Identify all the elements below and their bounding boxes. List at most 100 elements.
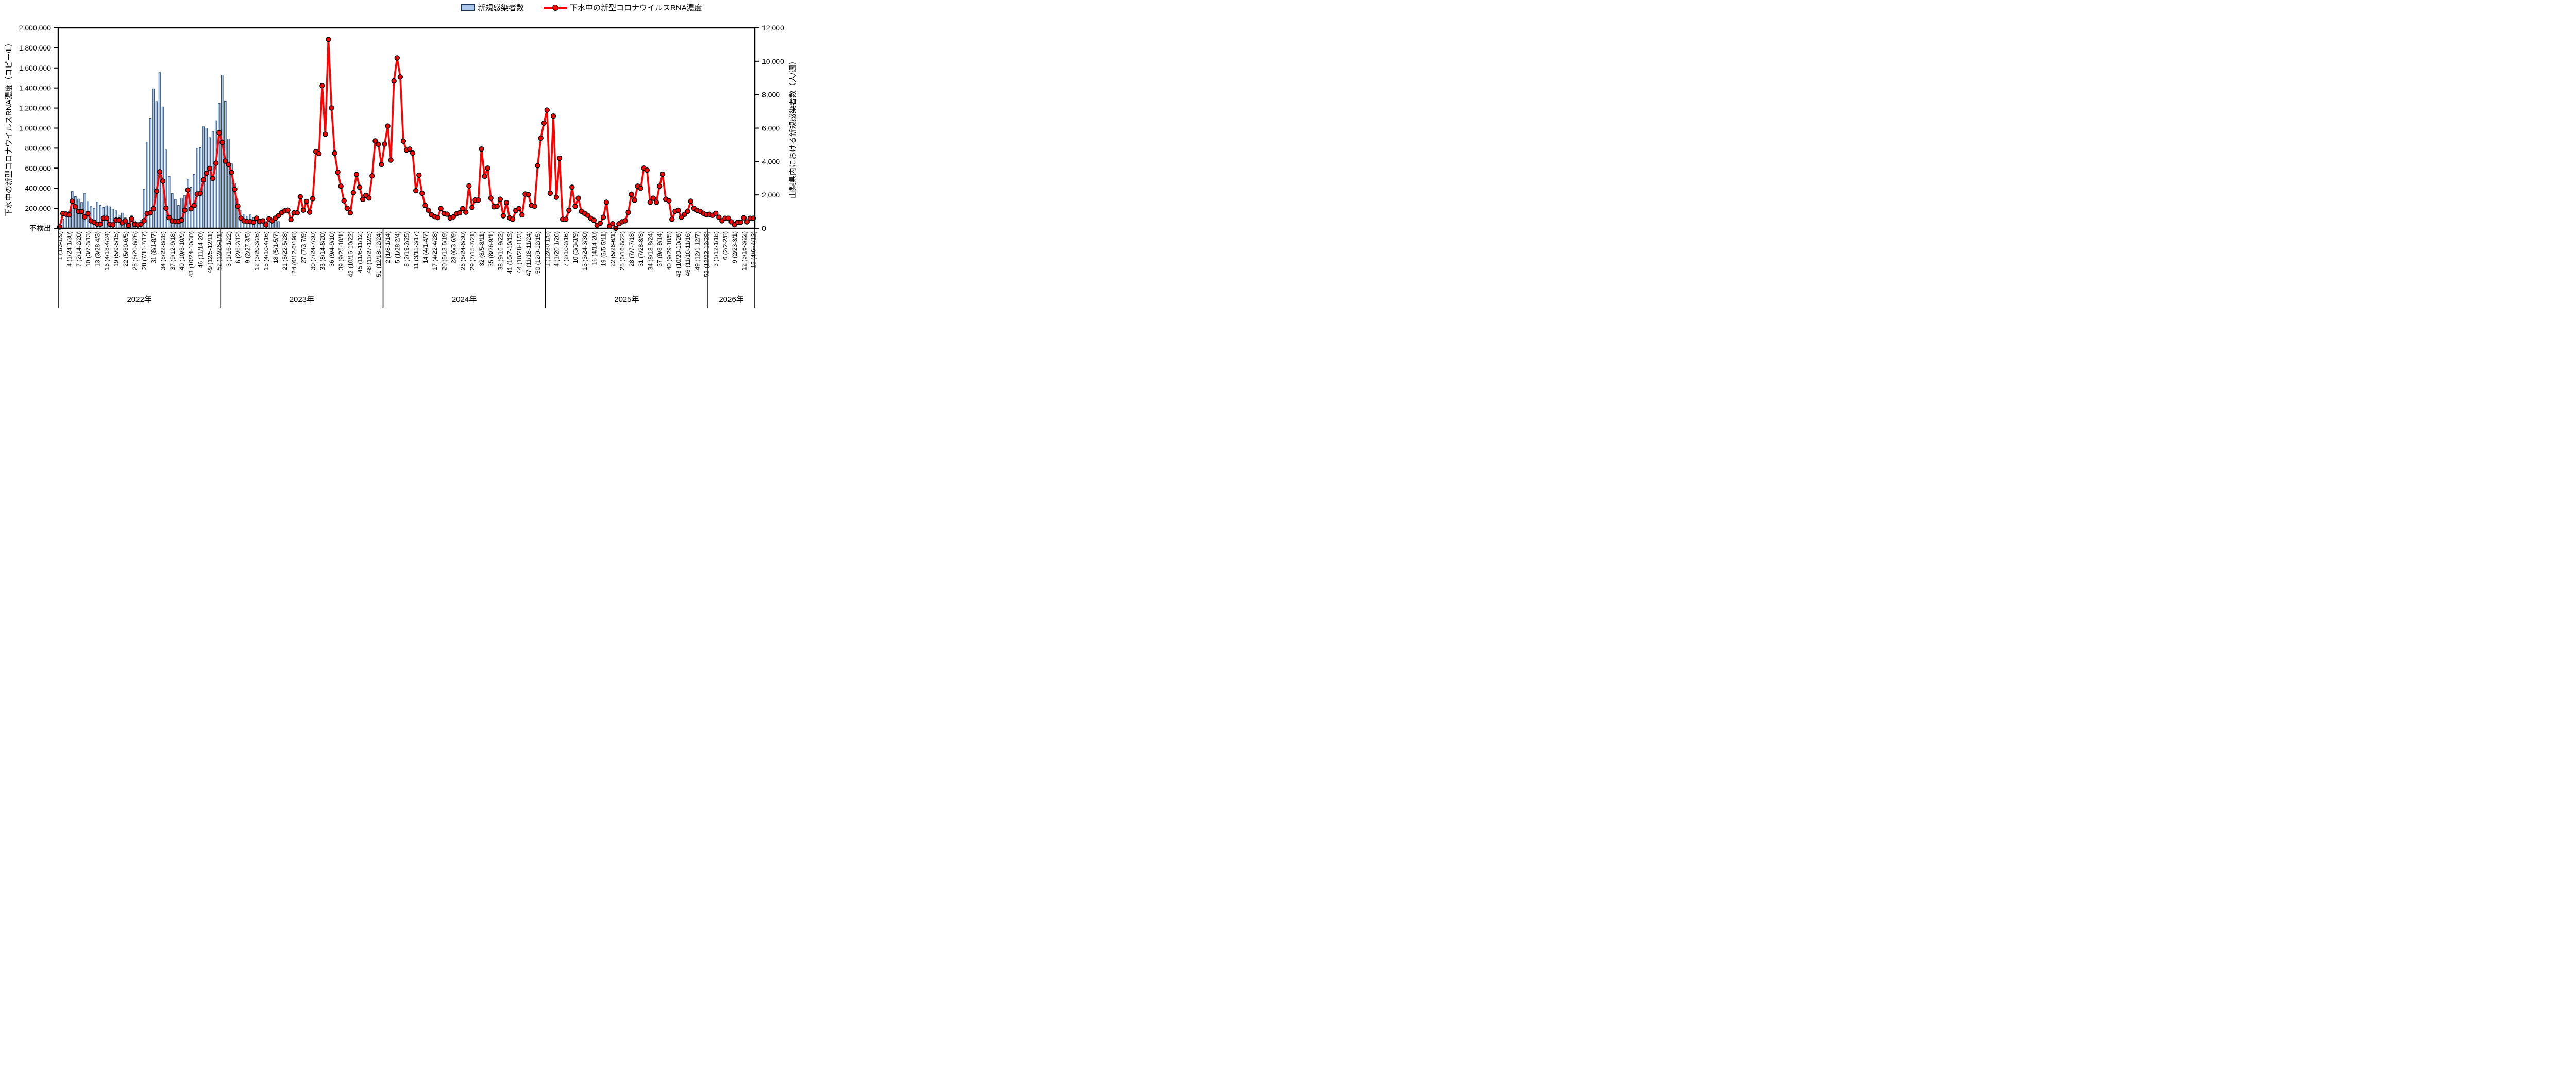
line-series-swatch-icon [544,4,568,11]
x-axis-week-label: 16 (4/18-4/24) [103,231,110,270]
right-axis-tick-label: 4,000 [762,157,780,165]
rna-data-point [629,191,634,197]
rna-data-point [372,138,378,144]
rna-data-point [150,206,157,212]
rna-data-point [303,198,310,205]
rna-data-point [357,184,363,190]
rna-data-point [728,219,734,225]
rna-data-point [406,146,413,152]
x-axis-week-label: 41 (10/7-10/13) [506,231,514,274]
rna-data-point [575,195,581,201]
x-axis-week-label: 40 (10/3-10/9) [178,231,185,270]
x-axis-week-label: 6 (2/6-2/12) [234,231,242,263]
legend-label-new-cases: 新規感染者数 [478,4,524,12]
x-axis-week-label: 42 (10/16-10/22) [347,231,354,277]
x-axis-week-label: 15 (4/10-4/16) [263,231,270,270]
x-axis-week-label: 7 (2/10-2/16) [563,231,570,267]
rna-data-point [538,135,544,141]
left-axis-tick-label: 1,000,000 [19,124,51,132]
rna-data-point [535,163,540,169]
left-axis-tick-label: 200,000 [25,204,51,212]
rna-data-point [366,195,372,201]
x-axis-week-label: 6 (2/2-2/8) [722,231,729,260]
rna-data-point [503,200,510,206]
x-axis-week-label: 19 (5/5-5/11) [600,231,607,266]
x-axis-week-label: 13 (3/28-4/3) [94,231,101,267]
x-axis-week-label: 49 (12/5-12/11) [207,231,214,273]
rna-data-point [500,213,506,219]
rna-data-point [394,55,400,61]
rna-data-point [550,113,556,119]
x-axis-week-label: 1 (1/3-1/9) [57,231,64,260]
rna-data-point [70,198,75,204]
rna-data-point [519,212,525,218]
x-axis-year-labels: 2022年 2023年 2024年 2025年 2026年 [127,295,743,304]
bar-week [71,191,74,229]
rna-data-point [223,158,228,164]
rna-data-point [310,196,316,202]
rna-data-point [600,214,606,220]
x-axis-week-label: 20 (5/13-5/19) [440,231,448,270]
x-axis-week-label: 10 (3/7-3/13) [84,231,92,267]
rna-data-point [219,139,225,145]
bar-week [177,205,180,229]
rna-data-point [216,130,222,136]
rna-data-point [485,165,490,171]
x-axis-week-label: 19 (5/9-5/15) [113,231,120,267]
rna-data-point [388,157,394,163]
rna-data-point [163,205,169,211]
bar-week [208,137,211,229]
rna-data-point [297,194,303,199]
rna-data-point [157,169,163,175]
left-axis-tick-label: 1,400,000 [19,84,51,92]
x-axis-week-label: 12 (3/16-3/22) [740,231,748,270]
rna-data-point [79,209,84,214]
x-axis-week-label: 28 (7/11-7/17) [141,231,148,270]
rna-data-point [526,192,531,197]
rna-data-point [397,74,403,80]
x-axis-week-label: 43 (10/24-10/30) [188,231,195,277]
bar-week [196,148,199,229]
x-axis-week-label: 21 (5/22-5/28) [281,231,289,270]
rna-data-point [597,221,603,226]
rna-data-point [685,208,690,214]
x-axis-week-label: 16 (4/14-20) [590,231,598,265]
x-axis-year-label: 2022年 [127,295,151,304]
left-axis-tick-labels: 不検出 200,000 400,000 600,000 800,000 1,000,000… [19,24,52,232]
left-axis-tick-label: 1,600,000 [19,64,51,72]
rna-data-point [138,222,144,227]
rna-data-point [632,197,637,203]
rna-data-point [738,220,743,225]
rna-data-point [438,206,444,211]
rna-data-point [585,212,590,218]
x-axis-week-label: 4 (1/20-1/26) [553,231,561,267]
rna-data-point [497,196,503,202]
rna-data-point [744,219,750,225]
x-axis-week-label: 22 (5/30-6/5) [122,231,129,267]
rna-data-point [350,190,357,195]
rna-data-point [591,217,597,223]
bar-week [218,103,221,229]
x-axis-week-label: 7 (2/14-2/20) [75,231,82,267]
rna-data-point [413,188,419,194]
rna-data-point [347,210,353,216]
rna-data-point [563,216,569,222]
legend-label-rna-concentration: 下水中の新型コロナウイルスRNA濃度 [570,4,702,12]
rna-data-point [147,210,154,216]
rna-data-point [323,131,328,137]
rna-data-point [653,199,659,205]
rna-data-point [160,178,166,184]
rna-data-point [400,138,406,144]
x-axis-week-label: 40 (9/29-10/5) [666,231,673,270]
rna-data-point [232,187,238,192]
x-axis-week-label: 31 (7/28-8/3) [637,231,645,267]
rna-data-point [410,150,416,156]
rna-data-point [385,123,391,129]
rna-data-point [154,188,160,194]
x-axis-week-label: 47 (11/18-11/24) [525,231,532,276]
rna-data-point [460,206,466,211]
bar-week [205,128,208,229]
x-axis-year-label: 2023年 [290,295,314,304]
rna-data-point [644,167,650,173]
bar-week [161,106,164,229]
